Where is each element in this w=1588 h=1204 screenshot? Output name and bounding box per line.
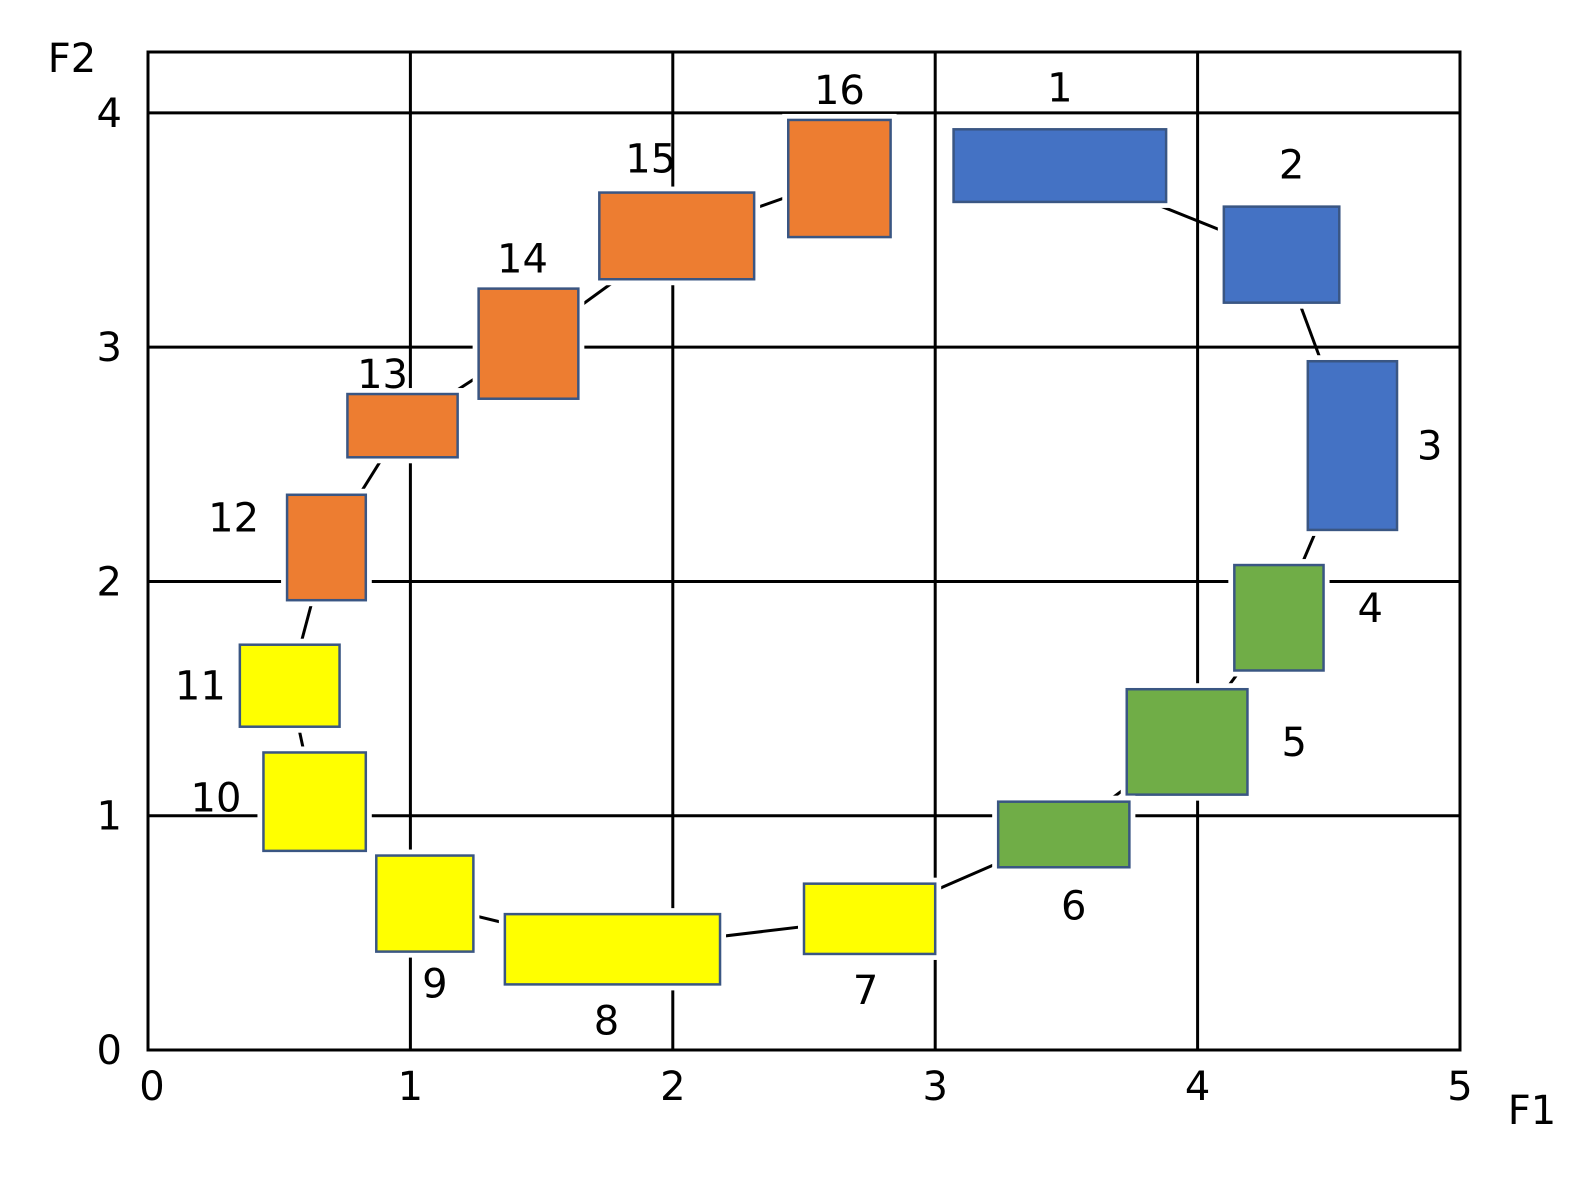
data-box-12: [285, 493, 368, 602]
data-box-4: [1233, 563, 1325, 672]
y-axis-label: F2: [48, 36, 96, 82]
plot-frame: [146, 50, 1462, 1052]
connector-lines: [288, 164, 1354, 951]
y-tick-label: 0: [97, 1028, 122, 1074]
y-tick-label: 3: [97, 325, 122, 371]
data-box-2: [1222, 205, 1341, 304]
x-axis-label: F1: [1508, 1088, 1556, 1134]
x-tick-label: 0: [139, 1064, 164, 1110]
data-box-1: [952, 128, 1168, 204]
x-tick-label: 2: [660, 1064, 685, 1110]
box-label-14: 14: [497, 237, 548, 283]
data-box-7: [802, 882, 937, 956]
box-label-13: 13: [357, 352, 408, 398]
box-label-7: 7: [853, 968, 878, 1014]
x-tick-label: 5: [1447, 1064, 1472, 1110]
box-label-16: 16: [814, 68, 865, 114]
x-tick-label: 1: [398, 1064, 423, 1110]
data-boxes: [233, 113, 1404, 991]
data-box-8: [503, 912, 722, 986]
y-tick-label: 4: [97, 91, 122, 137]
box-label-3: 3: [1417, 424, 1442, 470]
box-label-4: 4: [1358, 586, 1383, 632]
data-box-10: [262, 751, 368, 853]
box-label-10: 10: [191, 776, 242, 822]
box-label-2: 2: [1279, 143, 1304, 189]
data-box-9: [375, 854, 475, 953]
data-box-11: [238, 643, 341, 728]
box-label-9: 9: [422, 962, 447, 1008]
data-box-13: [346, 392, 459, 459]
data-box-3: [1306, 359, 1399, 532]
data-box-5: [1125, 687, 1249, 796]
data-box-16: [787, 118, 892, 239]
box-label-1: 1: [1047, 65, 1072, 111]
x-tick-label: 4: [1185, 1064, 1210, 1110]
data-box-15: [598, 191, 756, 281]
x-tick-label: 3: [922, 1064, 947, 1110]
box-label-8: 8: [594, 998, 619, 1044]
data-box-14: [477, 287, 580, 400]
data-box-6: [996, 800, 1131, 869]
y-tick-label: 1: [97, 794, 122, 840]
box-label-12: 12: [208, 495, 259, 541]
box-label-5: 5: [1281, 720, 1306, 766]
box-label-6: 6: [1061, 883, 1086, 929]
box-label-15: 15: [625, 137, 676, 183]
box-label-11: 11: [175, 664, 226, 710]
y-tick-label: 2: [97, 559, 122, 605]
